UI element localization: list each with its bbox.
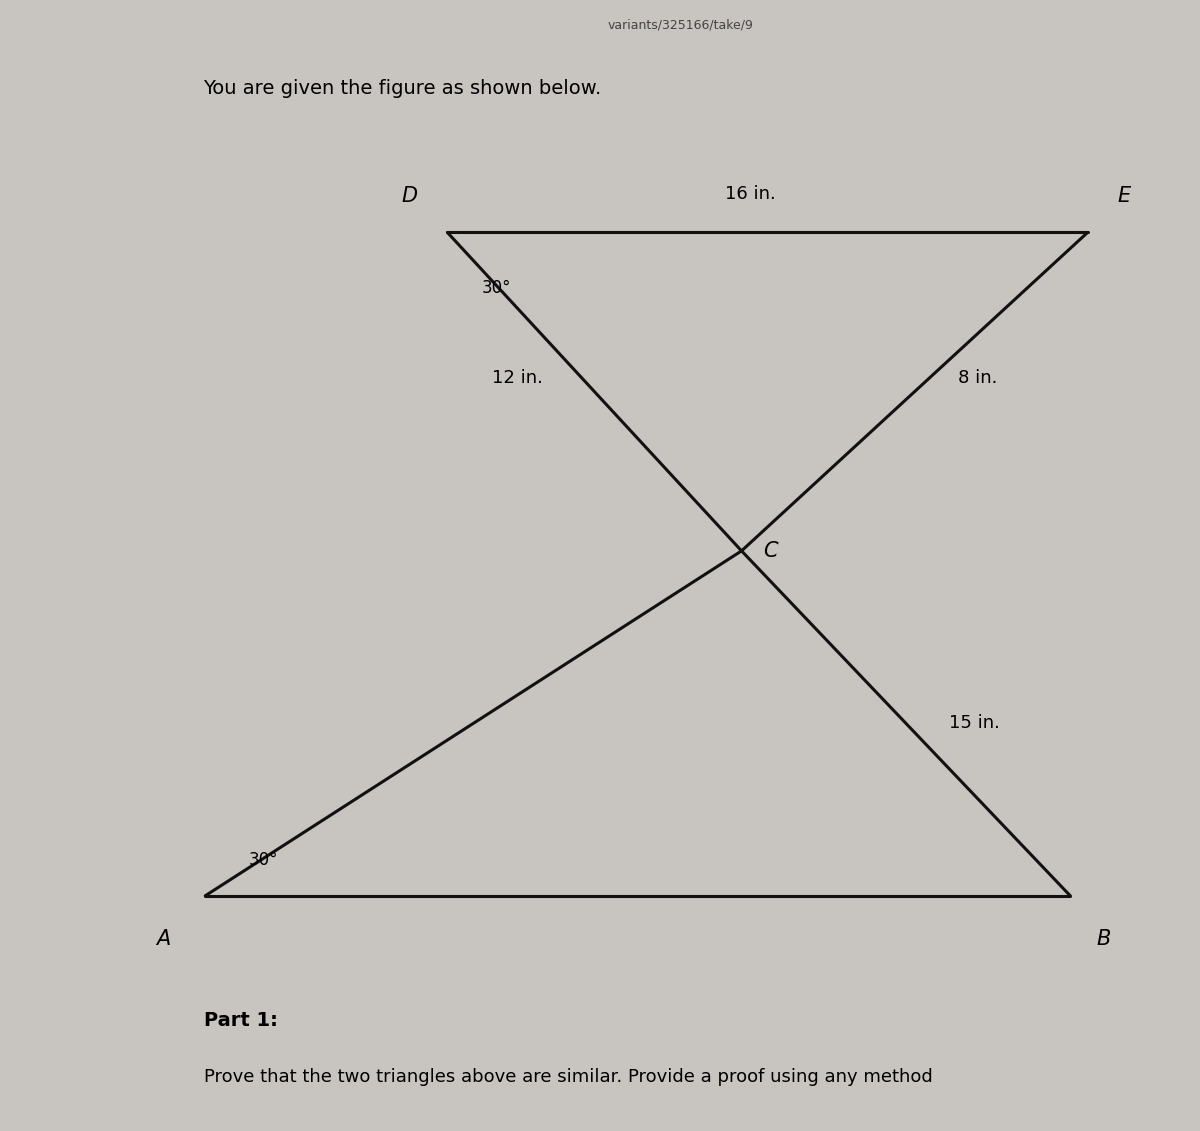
Text: D: D — [401, 185, 418, 206]
Text: 15 in.: 15 in. — [949, 715, 1000, 733]
Text: 30°: 30° — [482, 279, 511, 297]
Text: 12 in.: 12 in. — [492, 370, 542, 388]
Text: C: C — [763, 541, 778, 561]
Text: B: B — [1097, 929, 1110, 949]
Text: You are given the figure as shown below.: You are given the figure as shown below. — [204, 79, 601, 97]
Text: A: A — [156, 929, 170, 949]
Text: variants/325166/take/9: variants/325166/take/9 — [608, 19, 754, 32]
Text: Part 1:: Part 1: — [204, 1011, 277, 1030]
Text: 30°: 30° — [248, 852, 278, 870]
Text: E: E — [1118, 185, 1132, 206]
Text: Prove that the two triangles above are similar. Provide a proof using any method: Prove that the two triangles above are s… — [204, 1069, 932, 1086]
Text: 8 in.: 8 in. — [958, 370, 997, 388]
Text: 16 in.: 16 in. — [725, 184, 775, 202]
